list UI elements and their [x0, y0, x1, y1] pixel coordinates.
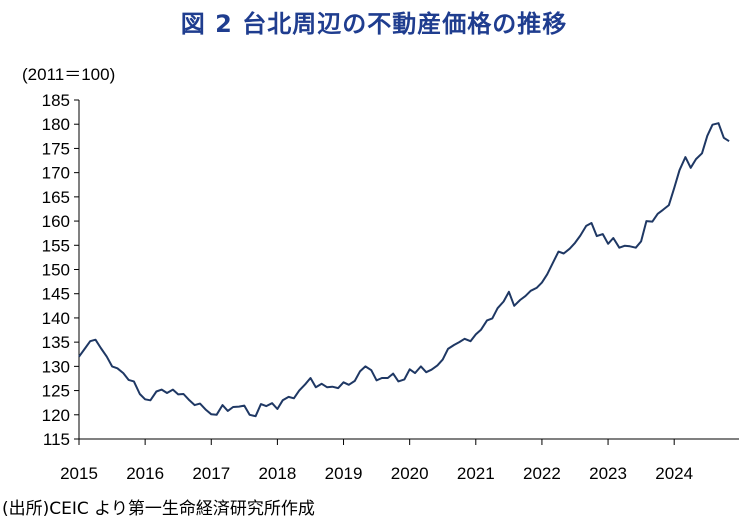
x-tick-label: 2023 [589, 464, 627, 483]
y-tick-label: 120 [42, 406, 70, 425]
chart-axes [74, 99, 739, 445]
x-tick-labels: 2015 2016 2017 2018 2019 2020 2021 2022 2023 2024 [60, 464, 693, 483]
y-tick-labels: 115 120 125 130 135 140 145 150 155 160 165 170 175 1… [42, 91, 70, 449]
y-tick-label: 175 [42, 139, 70, 158]
y-tick-label: 165 [42, 188, 70, 207]
x-tick-label: 2020 [391, 464, 429, 483]
y-tick-label: 160 [42, 212, 70, 231]
y-tick-label: 140 [42, 309, 70, 328]
x-tick-label: 2021 [457, 464, 495, 483]
x-tick-label: 2018 [258, 464, 296, 483]
source-note: (出所)CEIC より第一生命経済研究所作成 [2, 499, 315, 519]
y-tick-label: 145 [42, 285, 70, 304]
y-tick-label: 150 [42, 261, 70, 280]
y-tick-label: 180 [42, 115, 70, 134]
series-group [78, 122, 730, 418]
y-axis-unit-label: (2011＝100) [22, 65, 116, 84]
x-tick-label: 2017 [192, 464, 230, 483]
chart-title: 図 2 台北周辺の不動産価格の推移 [180, 10, 568, 38]
x-tick-label: 2015 [60, 464, 98, 483]
y-tick-label: 130 [42, 357, 70, 376]
series-line [78, 122, 730, 418]
x-tick-label: 2024 [655, 464, 693, 483]
y-tick-label: 185 [42, 91, 70, 110]
y-tick-label: 125 [42, 382, 70, 401]
x-tick-label: 2019 [325, 464, 363, 483]
y-tick-label: 115 [43, 430, 70, 449]
y-tick-label: 135 [42, 333, 70, 352]
x-tick-label: 2022 [523, 464, 561, 483]
price-line-chart: 115 120 125 130 135 140 145 150 155 160 165 170 175 1… [42, 91, 739, 483]
x-tick-label: 2016 [126, 464, 164, 483]
y-tick-label: 155 [42, 236, 70, 255]
y-tick-label: 170 [42, 164, 70, 183]
